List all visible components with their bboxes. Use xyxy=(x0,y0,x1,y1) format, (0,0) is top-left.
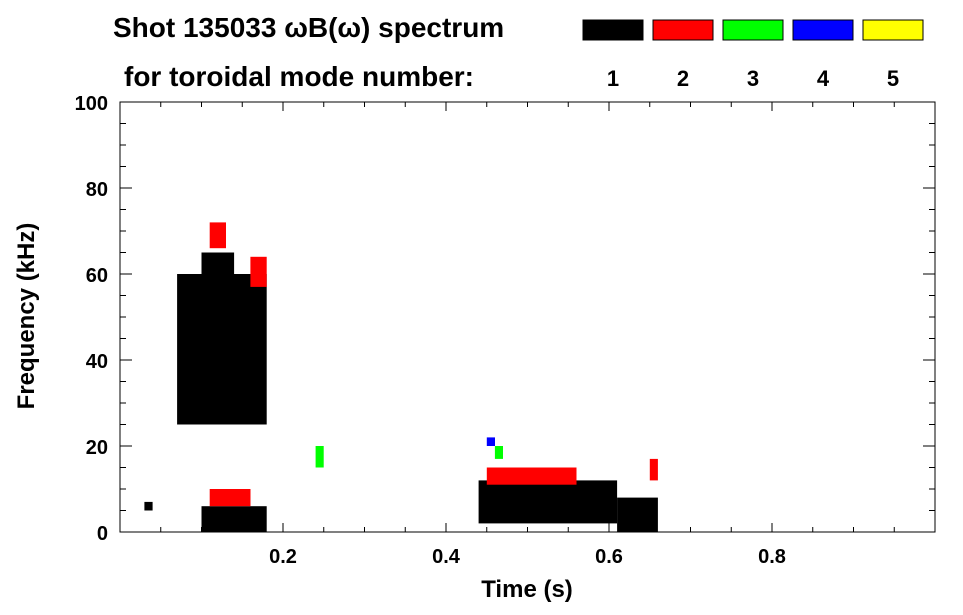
spectrum-region-mode-2 xyxy=(209,222,226,249)
legend-swatch-mode-3 xyxy=(722,19,784,41)
legend-label-mode-1: 1 xyxy=(607,66,619,91)
chart-subtitle: for toroidal mode number: xyxy=(124,61,474,92)
spectrum-region-mode-1 xyxy=(478,480,618,524)
legend-swatch-mode-2 xyxy=(652,19,714,41)
spectrum-region-mode-2 xyxy=(209,489,251,507)
legend-swatch-mode-1 xyxy=(582,19,644,41)
x-tick-label: 0.8 xyxy=(758,546,786,568)
y-tick-label: 60 xyxy=(86,265,108,287)
spectrum-region-mode-1 xyxy=(144,501,153,511)
legend-label-mode-2: 2 xyxy=(677,66,689,91)
legend-swatch-mode-5 xyxy=(862,19,924,41)
legend-label-mode-4: 4 xyxy=(817,66,830,91)
spectrum-region-mode-2 xyxy=(649,458,658,481)
x-tick-label: 0.4 xyxy=(432,546,461,568)
axes: 0.2 0.4 0.6 0.8 0 20 40 60 80 100 xyxy=(75,93,936,568)
spectrum-region-mode-1 xyxy=(201,252,235,360)
spectrum-data xyxy=(144,222,658,532)
x-axis-label: Time (s) xyxy=(481,576,573,603)
spectrum-region-mode-1 xyxy=(617,497,658,532)
spectrum-region-mode-4 xyxy=(486,437,495,446)
x-tick-label: 0.2 xyxy=(269,546,297,568)
spectrum-region-mode-1 xyxy=(201,506,267,532)
mode-legend: 1 2 3 4 5 xyxy=(582,19,924,91)
spectrum-region-mode-3 xyxy=(494,446,503,459)
legend-label-mode-3: 3 xyxy=(747,66,759,91)
spectrum-region-mode-3 xyxy=(315,446,324,468)
y-axis-label: Frequency (kHz) xyxy=(13,223,40,410)
y-tick-label: 80 xyxy=(86,179,108,201)
legend-swatch-mode-4 xyxy=(792,19,854,41)
spectrum-region-mode-2 xyxy=(250,256,267,287)
y-tick-label: 100 xyxy=(75,93,108,115)
x-tick-label: 0.6 xyxy=(595,546,623,568)
y-tick-label: 20 xyxy=(86,437,108,459)
legend-label-mode-5: 5 xyxy=(887,66,899,91)
y-tick-label: 40 xyxy=(86,351,108,373)
spectrum-region-mode-2 xyxy=(486,467,577,485)
chart-title: Shot 135033 ωB(ω) spectrum xyxy=(113,12,504,43)
y-tick-label: 0 xyxy=(97,523,108,545)
